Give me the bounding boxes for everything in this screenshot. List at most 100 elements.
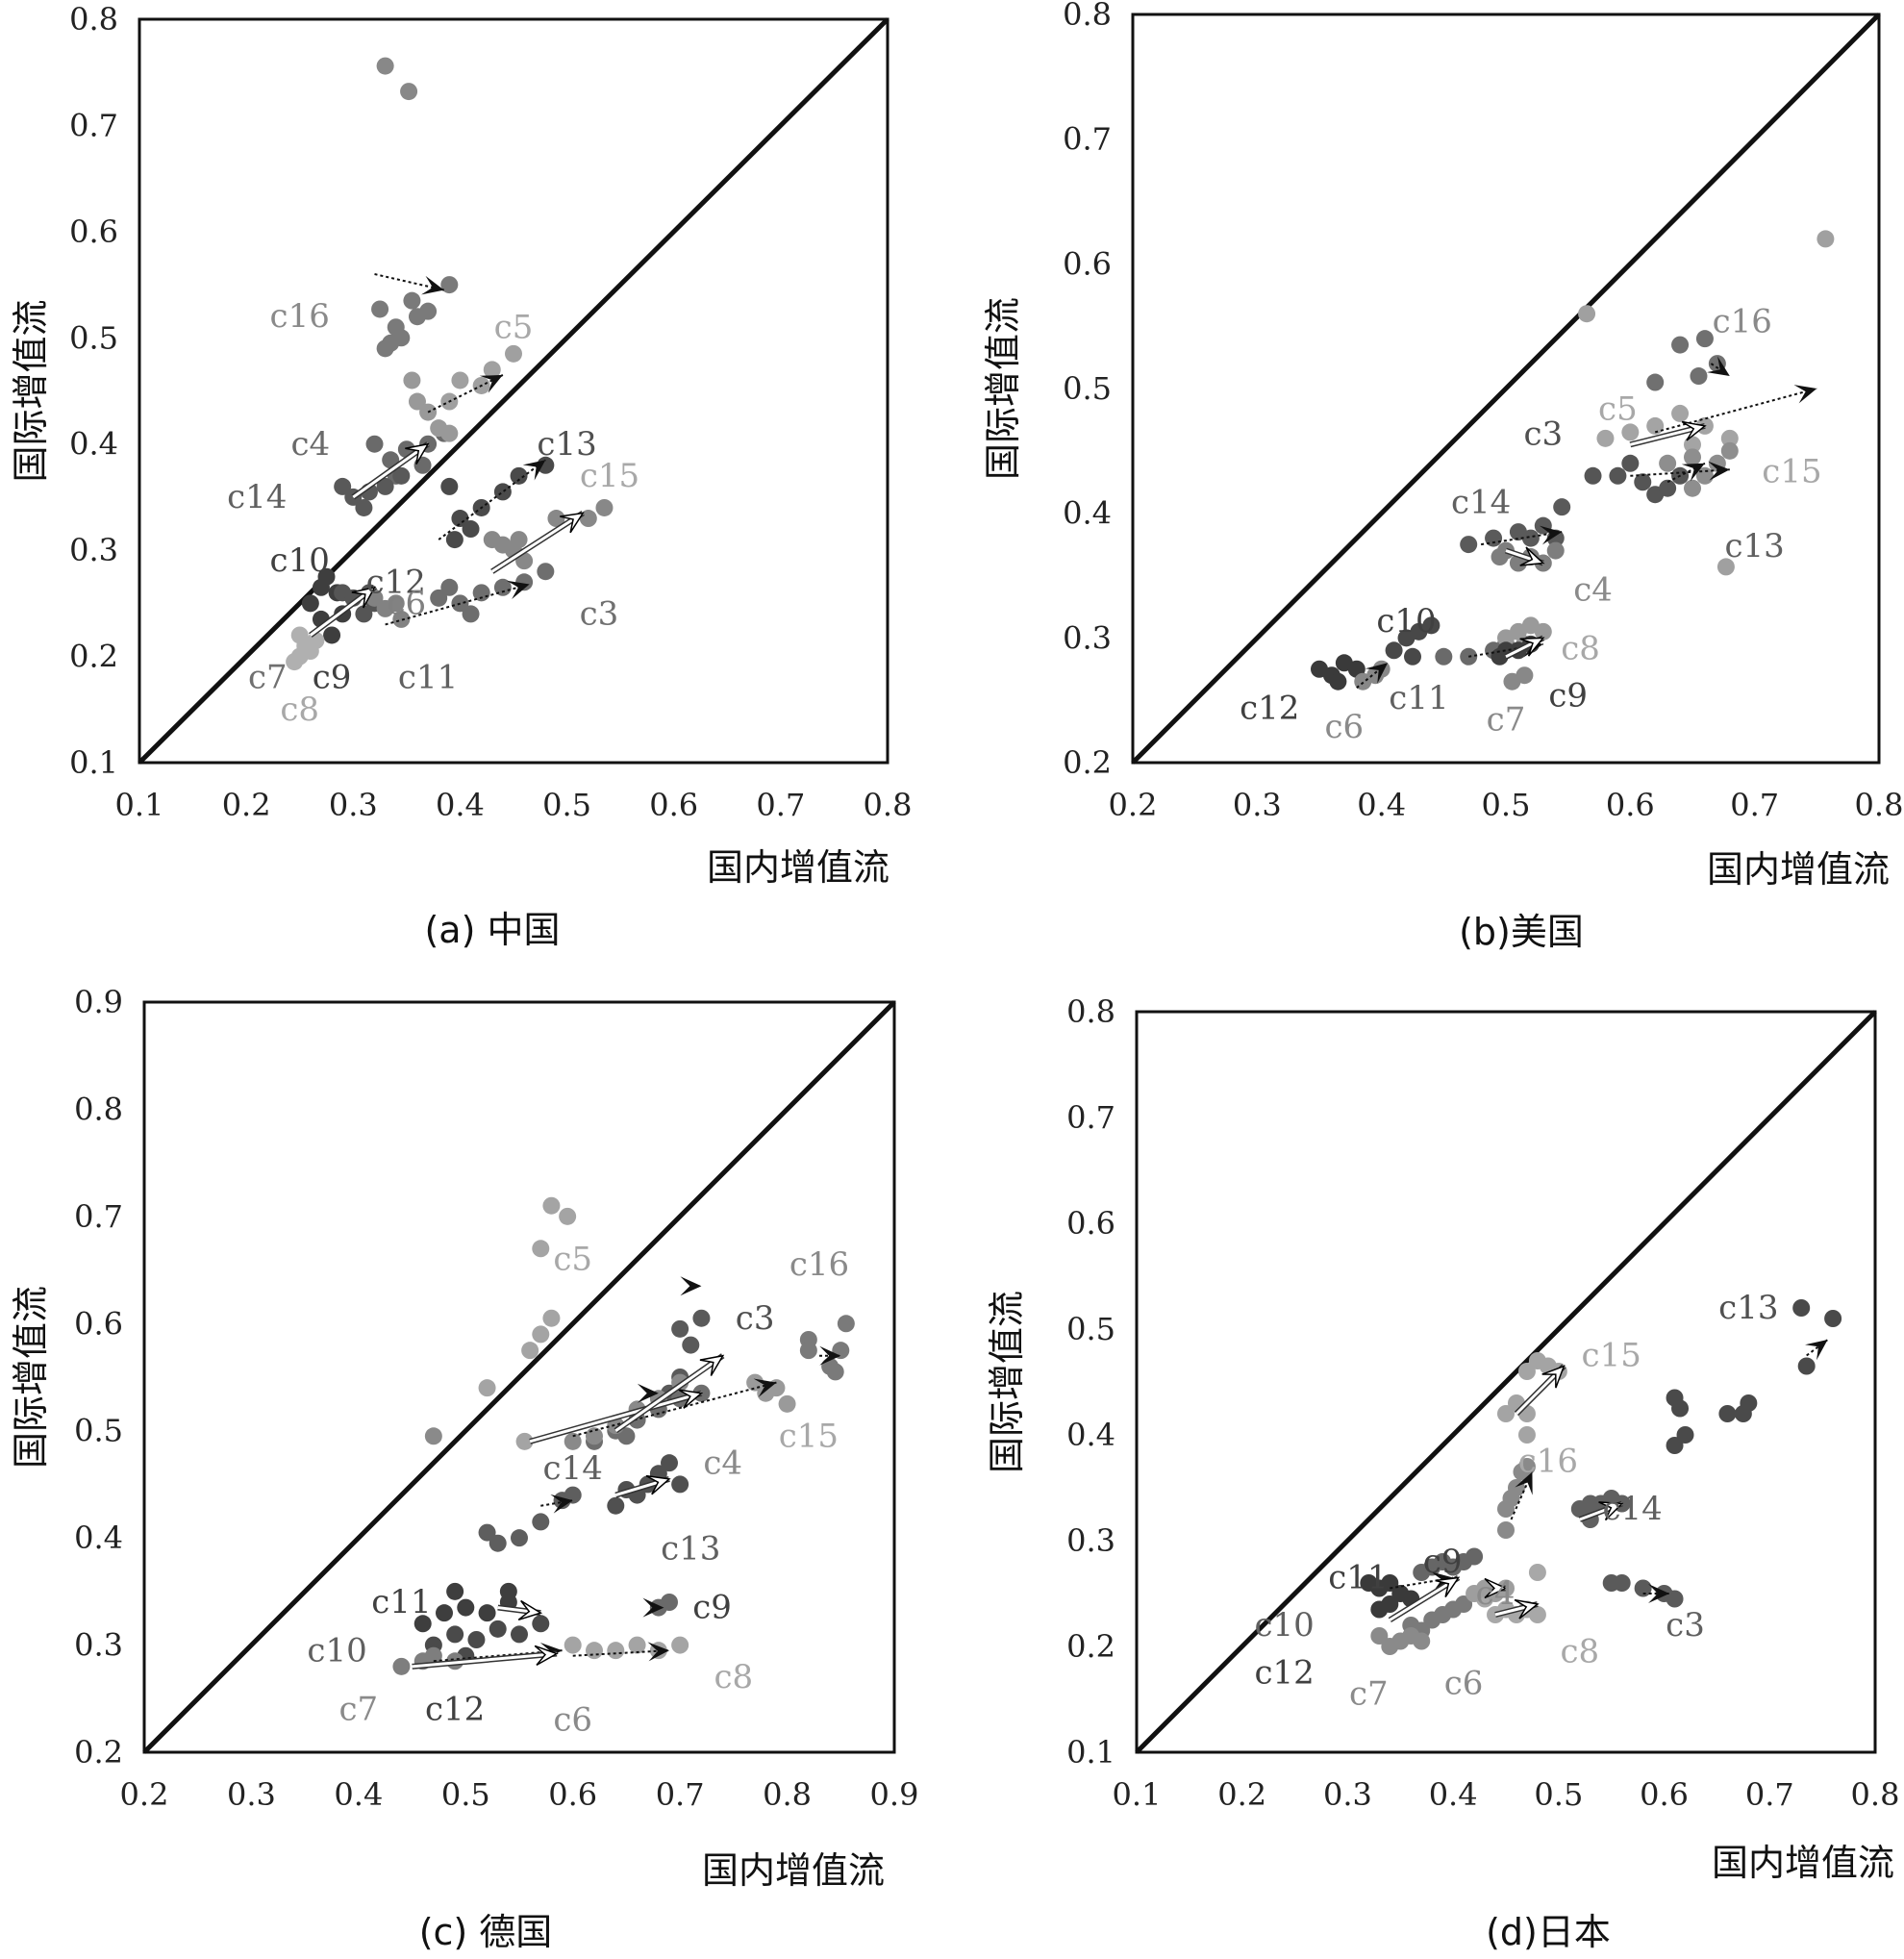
trend-arrow-line xyxy=(1480,531,1563,546)
x-tick-label: 0.5 xyxy=(1534,1776,1583,1813)
trend-arrow xyxy=(1505,546,1545,566)
x-tick-label: 0.6 xyxy=(1606,787,1655,823)
cluster-label: c16 xyxy=(1713,303,1772,341)
y-tick-label: 0.3 xyxy=(74,1627,123,1664)
data-point xyxy=(1466,1547,1484,1566)
data-point xyxy=(1671,1399,1690,1418)
trend-arrow-line xyxy=(352,442,429,499)
trend-arrow-head xyxy=(1484,1577,1508,1599)
cluster-label: c5 xyxy=(553,1241,592,1279)
cluster-label: c7 xyxy=(339,1691,379,1729)
data-point xyxy=(408,308,426,326)
y-tick-label: 0.7 xyxy=(74,1198,123,1235)
trend-arrow-head xyxy=(506,580,530,600)
trend-arrow-head xyxy=(1541,1365,1566,1389)
trend-arrow-head xyxy=(1706,356,1730,377)
data-point xyxy=(532,1240,550,1258)
trend-arrow-head xyxy=(534,1645,559,1667)
y-axis-title: 国际增值流 xyxy=(986,1291,1028,1473)
point-cluster xyxy=(371,276,459,358)
cluster-label: c10 xyxy=(270,541,330,580)
data-point xyxy=(1720,429,1739,447)
diagonal-line xyxy=(1131,13,1881,765)
cluster-label: c9 xyxy=(313,659,352,697)
cluster-label: c11 xyxy=(1328,1559,1388,1597)
trend-arrow-head xyxy=(1519,546,1545,566)
cluster-label: c5 xyxy=(1598,389,1638,428)
data-point xyxy=(1546,541,1565,560)
x-tick-label: 0.7 xyxy=(1730,787,1779,823)
panel-caption: (a) 中国 xyxy=(424,909,560,951)
trend-arrow-line xyxy=(490,512,585,573)
data-point xyxy=(478,1523,496,1542)
cluster-label: c8 xyxy=(714,1658,754,1696)
trend-arrow xyxy=(374,273,444,295)
y-tick-label: 0.6 xyxy=(69,213,118,250)
data-point xyxy=(1646,373,1665,391)
cluster-label: c13 xyxy=(537,425,596,464)
trend-arrow xyxy=(1630,461,1730,481)
cluster-label: c6 xyxy=(1325,708,1365,746)
data-point xyxy=(1460,536,1478,554)
trend-arrow-head xyxy=(1514,1598,1540,1620)
trend-arrow-head xyxy=(1365,663,1389,684)
data-point xyxy=(682,1336,700,1354)
data-point xyxy=(1517,1426,1536,1444)
point-cluster xyxy=(430,563,555,623)
trend-arrow xyxy=(680,1276,702,1296)
trend-arrow xyxy=(497,1599,543,1621)
trend-arrow-head xyxy=(1515,1471,1533,1495)
data-point xyxy=(489,1534,507,1552)
cluster-label: c13 xyxy=(1718,1289,1778,1327)
y-tick-label: 0.1 xyxy=(69,744,118,781)
trend-arrow xyxy=(427,374,504,414)
data-point xyxy=(445,531,463,549)
trend-arrow-line xyxy=(529,1392,702,1444)
cluster-label: c8 xyxy=(1560,1633,1599,1671)
data-point xyxy=(440,276,459,294)
trend-arrow-head xyxy=(479,374,503,393)
cluster-label: c3 xyxy=(1666,1606,1705,1645)
point-cluster xyxy=(424,1427,442,1445)
data-point xyxy=(1521,529,1540,547)
x-axis-title: 国内增值流 xyxy=(1712,1842,1894,1884)
y-tick-label: 0.4 xyxy=(69,426,118,463)
cluster-label: c16 xyxy=(270,297,330,336)
trend-arrow xyxy=(1494,1598,1540,1620)
data-point xyxy=(532,1513,550,1531)
data-point xyxy=(510,466,528,485)
trend-arrow-head xyxy=(753,1378,777,1397)
y-tick-label: 0.6 xyxy=(74,1305,123,1342)
data-point xyxy=(1455,1595,1473,1613)
x-tick-label: 0.1 xyxy=(115,787,164,823)
y-axis-title: 国际增值流 xyxy=(10,1286,52,1469)
y-tick-label: 0.2 xyxy=(1066,1628,1115,1665)
trend-arrow xyxy=(412,1645,559,1670)
y-tick-label: 0.2 xyxy=(1063,744,1112,781)
data-point xyxy=(564,1636,582,1654)
data-point xyxy=(1671,404,1690,422)
data-point xyxy=(493,483,512,501)
cluster-label: c3 xyxy=(1523,414,1563,453)
trend-arrow xyxy=(1388,1574,1461,1623)
trend-arrow xyxy=(1514,1364,1566,1417)
trend-arrow xyxy=(1666,462,1706,484)
y-tick-label: 0.4 xyxy=(1063,495,1112,532)
data-point xyxy=(1659,479,1677,497)
panel-1: 0.1 0.1 0.2 0.2 0.3 0.3 0.4 0.4 0.5 0.5 0.6 0.6 0.7 0… xyxy=(10,1,912,951)
data-point xyxy=(1584,466,1602,485)
data-point xyxy=(1528,1606,1546,1623)
point-cluster xyxy=(564,1636,689,1660)
trend-arrow-line xyxy=(309,586,376,637)
data-point xyxy=(440,424,459,442)
data-point xyxy=(542,1309,561,1327)
trend-arrow xyxy=(309,585,377,638)
cluster-label: c10 xyxy=(1254,1606,1314,1645)
point-cluster xyxy=(1497,1352,1567,1444)
trend-arrow-line xyxy=(1356,662,1389,689)
point-cluster xyxy=(365,589,411,628)
trend-arrow xyxy=(540,1494,573,1514)
trend-arrow xyxy=(1480,525,1563,546)
